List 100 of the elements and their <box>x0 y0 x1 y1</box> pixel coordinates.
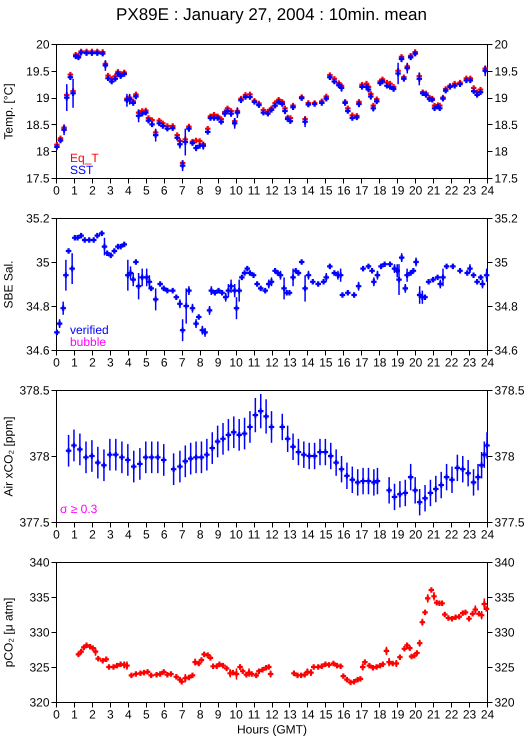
x-tick-label: 16 <box>337 528 351 542</box>
x-tick-label: 23 <box>462 528 477 542</box>
x-tick-label: 15 <box>319 528 333 542</box>
x-tick-label: 12 <box>265 528 279 542</box>
x-tick-label: 7 <box>178 184 186 198</box>
y-tick-label: 19 <box>36 91 50 106</box>
y2-tick-label: 18 <box>494 144 508 159</box>
x-tick-label: 18 <box>373 356 387 370</box>
y-tick-label: 35.2 <box>26 212 50 226</box>
x-tick-label: 9 <box>214 184 222 198</box>
x-tick-label: 22 <box>444 356 459 370</box>
x-tick-label: 7 <box>178 708 186 722</box>
x-tick-label: 23 <box>462 356 477 370</box>
y2-tick-label: 19 <box>494 91 508 106</box>
x-tick-label: 14 <box>301 356 315 370</box>
y-axis-title: pCO₂ [μ atm] <box>2 598 16 668</box>
x-tick-label: 17 <box>355 708 369 722</box>
x-tick-label: 18 <box>373 528 387 542</box>
x-tick-label: 20 <box>408 708 423 722</box>
x-tick-label: 1 <box>71 356 78 370</box>
x-tick-label: 13 <box>283 708 297 722</box>
x-tick-label: 6 <box>160 184 168 198</box>
x-tick-label: 16 <box>337 708 351 722</box>
x-tick-label: 17 <box>355 356 369 370</box>
x-tick-label: 9 <box>214 528 222 542</box>
x-tick-label: 15 <box>319 184 333 198</box>
x-axis-title: Hours (GMT) <box>237 722 307 736</box>
y-tick-label: 378 <box>29 450 50 464</box>
y2-tick-label: 330 <box>494 626 515 640</box>
y-axis-title: Temp. [°C] <box>2 83 16 140</box>
x-tick-label: 22 <box>444 708 459 722</box>
x-tick-label: 9 <box>214 708 222 722</box>
x-tick-label: 24 <box>480 528 494 542</box>
y-tick-label: 340 <box>29 556 50 570</box>
x-tick-label: 2 <box>89 528 96 542</box>
x-tick-label: 19 <box>391 528 405 542</box>
x-tick-label: 18 <box>373 184 387 198</box>
series-label: verified <box>70 323 109 337</box>
x-tick-label: 12 <box>265 708 279 722</box>
x-tick-label: 12 <box>265 184 279 198</box>
x-tick-label: 14 <box>301 184 315 198</box>
x-tick-label: 13 <box>283 528 297 542</box>
x-tick-label: 20 <box>408 356 423 370</box>
x-tick-label: 0 <box>53 708 60 722</box>
y-tick-label: 34.6 <box>26 344 50 358</box>
x-tick-label: 1 <box>71 708 78 722</box>
x-tick-label: 16 <box>337 356 351 370</box>
x-tick-label: 12 <box>265 356 279 370</box>
x-tick-label: 15 <box>319 708 333 722</box>
x-tick-label: 15 <box>319 356 333 370</box>
x-tick-label: 23 <box>462 708 477 722</box>
x-tick-label: 11 <box>248 356 261 370</box>
x-tick-label: 6 <box>160 528 168 542</box>
x-tick-label: 2 <box>89 708 96 722</box>
y-tick-label: 18 <box>36 144 50 159</box>
x-tick-label: 9 <box>214 356 222 370</box>
y-tick-label: 377.5 <box>19 516 50 530</box>
y2-tick-label: 335 <box>494 590 515 604</box>
y-tick-label: 34.8 <box>26 300 50 314</box>
x-tick-label: 19 <box>391 184 405 198</box>
x-tick-label: 8 <box>196 184 204 198</box>
x-tick-label: 4 <box>124 528 132 542</box>
x-tick-label: 11 <box>248 528 261 542</box>
x-tick-label: 3 <box>107 184 114 198</box>
y2-tick-label: 34.8 <box>494 300 518 314</box>
x-tick-label: 18 <box>373 708 387 722</box>
y-tick-label: 18.5 <box>26 118 50 132</box>
y2-tick-label: 35.2 <box>494 212 518 226</box>
x-tick-label: 11 <box>248 184 261 198</box>
x-tick-label: 8 <box>196 708 204 722</box>
series-label: SST <box>70 163 94 177</box>
x-tick-label: 21 <box>426 528 441 542</box>
y2-tick-label: 34.6 <box>494 344 518 358</box>
x-tick-label: 10 <box>229 528 244 542</box>
y2-tick-label: 378 <box>494 450 515 464</box>
y2-tick-label: 20 <box>494 38 508 52</box>
y-tick-label: 17.5 <box>26 172 50 186</box>
x-tick-label: 3 <box>107 356 114 370</box>
x-tick-label: 21 <box>426 708 441 722</box>
y-tick-label: 325 <box>29 660 50 674</box>
x-tick-label: 13 <box>283 184 297 198</box>
x-tick-label: 7 <box>178 528 186 542</box>
x-tick-label: 22 <box>444 184 459 198</box>
x-tick-label: 6 <box>160 356 168 370</box>
x-tick-label: 0 <box>53 356 60 370</box>
x-tick-label: 20 <box>408 528 423 542</box>
x-tick-label: 5 <box>142 708 150 722</box>
x-tick-label: 6 <box>160 708 168 722</box>
x-tick-label: 5 <box>142 528 150 542</box>
y2-tick-label: 35 <box>494 256 508 270</box>
x-tick-label: 7 <box>178 356 186 370</box>
x-tick-label: 17 <box>355 184 369 198</box>
x-tick-label: 8 <box>196 356 204 370</box>
y2-tick-label: 19.5 <box>494 64 518 78</box>
x-tick-label: 17 <box>355 528 369 542</box>
x-tick-label: 24 <box>480 708 494 722</box>
x-tick-label: 23 <box>462 184 477 198</box>
x-tick-label: 5 <box>142 356 150 370</box>
y-tick-label: 35 <box>36 256 50 270</box>
x-tick-label: 24 <box>480 184 494 198</box>
